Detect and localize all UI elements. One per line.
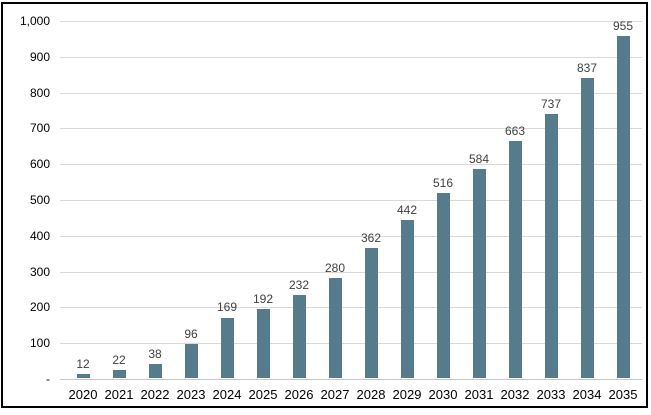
bar-2028 xyxy=(364,248,378,378)
bar-2034 xyxy=(580,78,594,378)
x-tick-label: 2033 xyxy=(536,387,566,402)
bar-value-label: 955 xyxy=(612,19,634,34)
chart-frame: - 100 200 300 400 500 600 700 800 900 1,000 2020 20… xyxy=(1,2,648,408)
x-tick-label: 2030 xyxy=(428,387,458,402)
y-tick-label: 900 xyxy=(29,49,50,64)
bar-value-label: 96 xyxy=(184,326,198,341)
x-tick-label: 2029 xyxy=(392,387,422,402)
bar-2023 xyxy=(184,343,198,378)
bar-value-label: 169 xyxy=(216,300,238,315)
x-tick-label: 2021 xyxy=(104,387,134,402)
x-axis-baseline xyxy=(60,379,642,380)
bar-value-label: 837 xyxy=(576,61,598,76)
grid-line xyxy=(60,56,642,58)
y-tick-label: 800 xyxy=(29,85,50,100)
bar-2035 xyxy=(616,36,630,378)
x-tick-label: 2027 xyxy=(320,387,350,402)
bar-2033 xyxy=(544,114,558,378)
plot-area xyxy=(60,21,642,380)
x-tick-label: 2024 xyxy=(212,387,242,402)
y-tick-label: - xyxy=(46,372,50,386)
bar-2031 xyxy=(472,168,486,378)
bar-2025 xyxy=(256,309,270,378)
bar-2032 xyxy=(508,140,522,378)
bar-value-label: 38 xyxy=(148,347,162,362)
y-tick-label: 500 xyxy=(29,193,50,207)
bar-2021 xyxy=(112,370,126,378)
bar-value-label: 22 xyxy=(112,353,126,368)
y-tick-label: 200 xyxy=(29,300,50,315)
grid-line xyxy=(60,235,642,237)
bar-2024 xyxy=(220,317,234,378)
bar-value-label: 232 xyxy=(288,277,310,292)
bar-value-label: 442 xyxy=(396,202,418,217)
bar-value-label: 362 xyxy=(360,231,382,246)
grid-line xyxy=(60,200,642,201)
bar-value-label: 516 xyxy=(432,176,454,191)
x-tick-label: 2026 xyxy=(284,387,314,402)
x-tick-label: 2031 xyxy=(464,387,494,402)
y-tick-label: 300 xyxy=(29,264,50,279)
bar-2026 xyxy=(292,294,306,378)
x-tick-label: 2028 xyxy=(356,387,386,402)
x-tick-label: 2035 xyxy=(608,387,638,402)
bar-2022 xyxy=(148,364,162,378)
x-tick-label: 2020 xyxy=(68,387,98,402)
bar-value-label: 280 xyxy=(324,260,346,275)
x-tick-label: 2023 xyxy=(176,387,206,402)
y-tick-label: 400 xyxy=(29,228,50,243)
grid-line xyxy=(60,343,642,345)
grid-line xyxy=(60,164,642,166)
grid-line xyxy=(60,128,642,130)
bar-2029 xyxy=(400,219,414,378)
bar-value-label: 663 xyxy=(504,123,526,138)
y-tick-label: 1,000 xyxy=(19,14,50,28)
grid-line xyxy=(60,21,642,22)
x-tick-label: 2022 xyxy=(140,387,170,402)
y-tick-label: 100 xyxy=(29,336,50,351)
grid-line xyxy=(60,92,642,94)
x-tick-label: 2032 xyxy=(500,387,530,402)
y-tick-label: 700 xyxy=(29,121,50,136)
y-tick-label: 600 xyxy=(29,157,50,172)
bar-2030 xyxy=(436,193,450,378)
bar-value-label: 12 xyxy=(76,356,90,371)
bar-value-label: 584 xyxy=(468,151,490,166)
grid-line xyxy=(60,307,642,309)
bar-value-label: 737 xyxy=(540,97,562,112)
grid-line xyxy=(60,271,642,273)
x-tick-label: 2034 xyxy=(572,387,602,402)
x-tick-label: 2025 xyxy=(248,387,278,402)
bar-value-label: 192 xyxy=(252,292,274,307)
bar-2027 xyxy=(328,277,342,378)
bar-2020 xyxy=(76,373,90,378)
